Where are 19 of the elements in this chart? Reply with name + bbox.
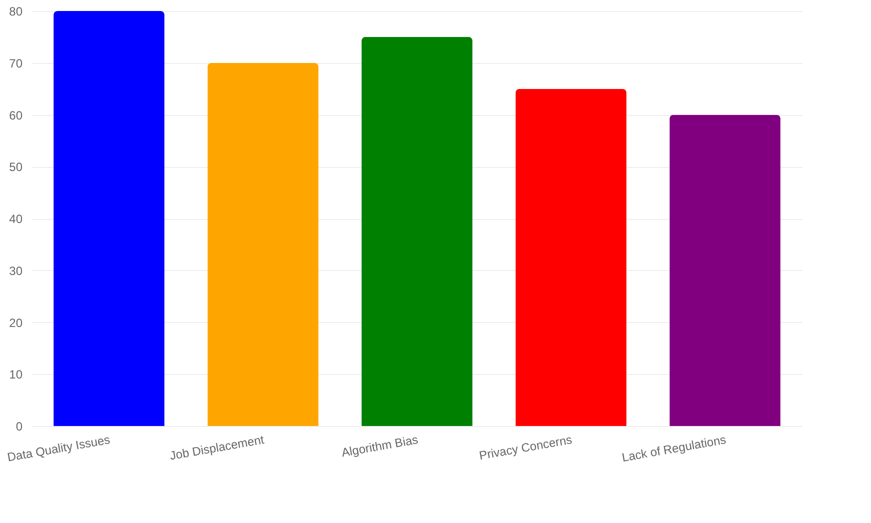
x-tick-label: Data Quality Issues — [6, 432, 112, 464]
y-tick-label: 0 — [16, 420, 23, 434]
y-tick-label: 70 — [9, 56, 23, 70]
bar — [208, 62, 318, 426]
bar — [516, 88, 626, 426]
x-tick-label: Lack of Regulations — [620, 432, 728, 465]
y-tick-label: 40 — [9, 212, 23, 226]
bar — [54, 11, 164, 426]
x-tick-label: Privacy Concerns — [478, 432, 574, 463]
bar — [362, 36, 472, 426]
y-tick-label: 20 — [9, 316, 23, 330]
x-tick-label: Job Displacement — [168, 432, 266, 463]
y-tick-label: 10 — [9, 368, 23, 382]
y-tick-label: 30 — [9, 264, 23, 278]
y-tick-label: 50 — [9, 160, 23, 174]
bar — [670, 114, 780, 426]
x-tick-label: Algorithm Bias — [340, 432, 420, 460]
y-tick-label: 80 — [9, 4, 23, 18]
y-tick-label: 60 — [9, 108, 23, 122]
